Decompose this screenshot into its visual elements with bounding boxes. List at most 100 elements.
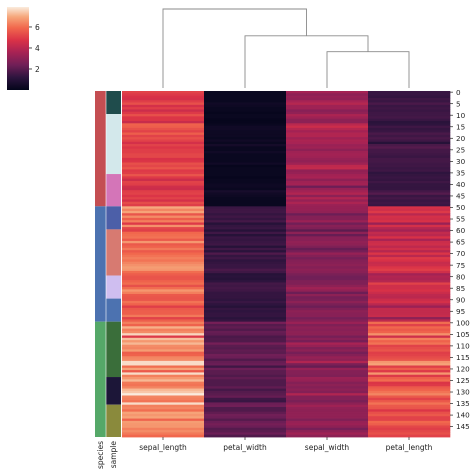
heatmap-cell xyxy=(286,107,369,110)
heatmap-cell xyxy=(286,185,369,189)
heatmap-cell xyxy=(122,390,205,394)
heatmap-cell xyxy=(286,416,369,419)
heatmap-cell xyxy=(368,358,451,362)
heatmap-cell xyxy=(368,264,451,267)
heatmap-cell xyxy=(204,340,287,343)
heatmap-cell xyxy=(286,213,369,216)
heatmap-cell xyxy=(368,192,451,196)
heatmap-cell xyxy=(204,252,287,256)
heatmap-cell xyxy=(368,379,451,383)
heatmap-cell xyxy=(122,425,205,429)
column-label: sepal_length xyxy=(139,443,187,452)
heatmap-cell xyxy=(122,273,205,276)
heatmap-cell xyxy=(204,240,287,244)
heatmap-cell xyxy=(286,321,369,325)
heatmap-cell xyxy=(368,139,451,143)
heatmap-cell xyxy=(286,372,369,376)
heatmap-cell xyxy=(286,374,369,378)
heatmap-cell xyxy=(368,231,451,235)
heatmap-cell xyxy=(204,130,287,133)
heatmap-cell xyxy=(286,100,369,103)
heatmap-cell xyxy=(204,220,287,223)
heatmap-cell xyxy=(122,321,205,325)
heatmap-cell xyxy=(286,169,369,173)
heatmap-cell xyxy=(286,400,369,403)
heatmap-cell xyxy=(368,335,451,339)
row-color-label: species xyxy=(96,441,105,469)
heatmap-cell xyxy=(122,127,205,131)
heatmap-cell xyxy=(122,104,205,108)
heatmap-cell xyxy=(286,413,369,417)
heatmap-cell xyxy=(204,289,287,293)
heatmap-cell xyxy=(122,342,205,346)
heatmap-cell xyxy=(368,393,451,396)
heatmap-cell xyxy=(286,432,369,436)
heatmap-cell xyxy=(204,402,287,406)
heatmap-cell xyxy=(368,420,451,424)
heatmap-cell xyxy=(286,344,369,348)
heatmap-cell xyxy=(204,423,287,426)
heatmap-cell xyxy=(286,93,369,97)
heatmap-cell xyxy=(122,268,205,272)
heatmap-cell xyxy=(286,434,369,438)
heatmap-cell xyxy=(368,240,451,244)
heatmap-cell xyxy=(368,314,451,318)
heatmap-cell xyxy=(286,363,369,366)
heatmap-cell xyxy=(122,432,205,436)
heatmap-cell xyxy=(122,132,205,136)
heatmap-cell xyxy=(204,298,287,302)
heatmap-cell xyxy=(286,270,369,274)
heatmap-cell xyxy=(122,192,205,196)
heatmap-cell xyxy=(368,432,451,436)
heatmap-cell xyxy=(204,134,287,138)
heatmap-cell xyxy=(122,264,205,267)
heatmap-cell xyxy=(286,298,369,302)
heatmap-cell xyxy=(122,259,205,263)
heatmap-cell xyxy=(122,430,205,433)
heatmap-cell xyxy=(286,409,369,413)
heatmap-cell xyxy=(286,347,369,350)
row-tick-label: 0 xyxy=(456,88,461,97)
species-color-block xyxy=(95,206,106,322)
heatmap-cell xyxy=(122,157,205,161)
row-tick-label: 55 xyxy=(456,215,465,224)
heatmap-cell xyxy=(122,148,205,152)
heatmap-cell xyxy=(286,252,369,256)
heatmap-cell xyxy=(204,328,287,332)
heatmap-cell xyxy=(204,174,287,177)
heatmap-cell xyxy=(204,97,287,101)
heatmap-cell xyxy=(368,423,451,426)
heatmap-cell xyxy=(122,293,205,297)
heatmap-cell xyxy=(204,330,287,334)
heatmap-cell xyxy=(368,296,451,299)
heatmap-cell xyxy=(286,104,369,108)
heatmap-cell xyxy=(286,127,369,131)
heatmap-cell xyxy=(122,125,205,129)
heatmap-cell xyxy=(286,118,369,122)
heatmap-cell xyxy=(122,208,205,212)
heatmap-cell xyxy=(122,190,205,193)
heatmap-cell xyxy=(122,351,205,355)
heatmap-cell xyxy=(122,204,205,207)
heatmap-cell xyxy=(368,141,451,145)
heatmap-cell xyxy=(286,277,369,281)
heatmap-cell xyxy=(368,120,451,124)
heatmap-cell xyxy=(368,388,451,392)
heatmap-cell xyxy=(368,319,451,323)
heatmap-cell xyxy=(122,335,205,339)
heatmap-cell xyxy=(204,393,287,396)
heatmap-cell xyxy=(122,254,205,258)
heatmap-cell xyxy=(204,379,287,383)
heatmap-cell xyxy=(122,287,205,290)
heatmap-cell xyxy=(368,323,451,327)
heatmap-cell xyxy=(204,93,287,97)
heatmap-cell xyxy=(122,229,205,233)
heatmap-cell xyxy=(286,148,369,152)
sample-color-block xyxy=(106,275,121,299)
row-tick-label: 60 xyxy=(456,226,466,235)
heatmap-cell xyxy=(204,261,287,265)
heatmap-cell xyxy=(204,358,287,362)
heatmap-cell xyxy=(122,109,205,113)
heatmap-cell xyxy=(122,404,205,408)
heatmap-cell xyxy=(122,120,205,124)
